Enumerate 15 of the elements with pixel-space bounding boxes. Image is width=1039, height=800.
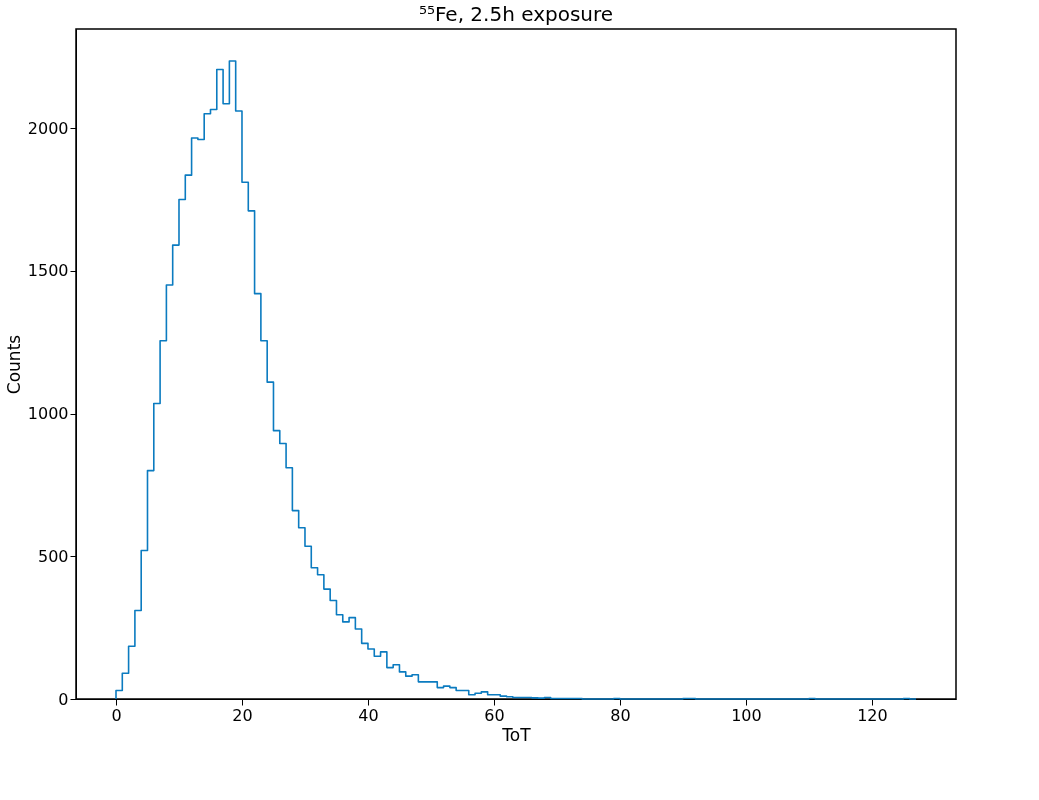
y-tick-label: 2000	[27, 118, 69, 138]
x-axis-title: ToT	[501, 724, 532, 745]
x-tick-label: 20	[232, 705, 253, 725]
x-tick-label: 60	[484, 705, 505, 725]
x-tick-label: 100	[731, 705, 762, 725]
chart-title: ⁵⁵Fe, 2.5h exposure	[418, 2, 614, 26]
x-tick-label: 40	[358, 705, 379, 725]
y-axis-title: Counts	[3, 334, 24, 395]
y-tick-label: 1500	[27, 261, 69, 281]
x-tick-label: 80	[610, 705, 631, 725]
x-tick-label: 120	[857, 705, 888, 725]
y-tick-label: 0	[58, 689, 69, 709]
x-tick-label: 0	[111, 705, 122, 725]
y-tick-label: 1000	[27, 404, 69, 424]
y-tick-label: 500	[37, 546, 69, 566]
